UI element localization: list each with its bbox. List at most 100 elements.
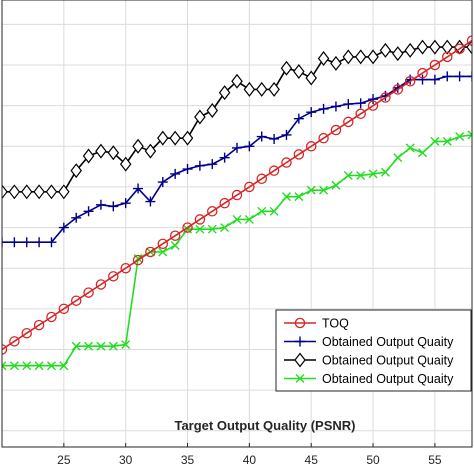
data-point-circle xyxy=(355,108,366,120)
data-point-x xyxy=(418,148,428,158)
data-point-x xyxy=(405,143,415,153)
data-point-plus xyxy=(83,206,94,217)
legend-marker xyxy=(295,374,305,383)
x-tick-label: 30 xyxy=(119,453,133,467)
data-point-diamond xyxy=(8,184,21,200)
data-point-circle xyxy=(392,84,404,95)
data-point-diamond xyxy=(392,46,404,62)
legend-label: Obtained Output Quaity xyxy=(322,354,454,368)
data-point-diamond xyxy=(70,163,82,179)
series-x xyxy=(2,130,472,371)
data-point-plus xyxy=(281,129,292,140)
data-point-x xyxy=(380,167,390,177)
data-point-diamond xyxy=(429,39,441,55)
data-point-diamond xyxy=(231,73,243,89)
legend-entry: Obtained Output Quaity xyxy=(284,335,454,349)
data-point-circle xyxy=(268,165,280,176)
data-point-diamond xyxy=(466,39,472,55)
plot-frame xyxy=(1,0,473,448)
data-point-plus xyxy=(467,71,472,82)
data-point-circle xyxy=(219,197,230,209)
legend-entry: TOQ xyxy=(284,317,349,331)
x-tick-label: 45 xyxy=(305,453,319,467)
data-point-x xyxy=(195,224,205,234)
data-point-diamond xyxy=(404,42,416,58)
data-point-circle xyxy=(293,149,305,160)
data-point-diamond xyxy=(107,145,120,161)
data-point-diamond xyxy=(144,143,157,159)
data-point-plus xyxy=(194,160,205,171)
data-point-x xyxy=(207,224,217,234)
legend: TOQ Obtained Output Quaity Obtained Output… xyxy=(275,309,472,392)
data-point-diamond xyxy=(367,49,379,65)
data-point-plus xyxy=(417,74,428,85)
data-point-x xyxy=(2,361,7,371)
data-point-x xyxy=(121,340,131,350)
data-point-circle xyxy=(207,206,218,217)
data-point-plus xyxy=(318,103,329,114)
data-point-diamond xyxy=(132,138,144,154)
data-point-x xyxy=(46,361,56,371)
grid xyxy=(2,0,472,447)
data-point-diamond xyxy=(58,184,70,200)
data-point-plus xyxy=(95,199,106,210)
data-point-x xyxy=(59,361,69,371)
data-point-plus xyxy=(454,71,465,82)
data-point-circle xyxy=(330,124,342,136)
data-point-circle xyxy=(194,214,206,225)
data-point-diamond xyxy=(169,130,181,146)
data-point-circle xyxy=(231,189,243,201)
data-point-plus xyxy=(269,133,280,144)
data-point-plus xyxy=(207,159,218,170)
data-point-diamond xyxy=(330,55,342,71)
x-tick-labels: 25 30 35 40 45 50 55 xyxy=(57,443,442,467)
data-point-diamond xyxy=(194,109,206,125)
data-point-x xyxy=(343,171,353,181)
data-point-plus xyxy=(232,142,242,153)
data-point-x xyxy=(170,240,180,250)
data-point-plus xyxy=(306,107,317,118)
data-point-x xyxy=(108,341,118,351)
data-point-x xyxy=(158,247,168,257)
data-point-circle xyxy=(244,181,255,193)
data-point-diamond xyxy=(293,64,305,80)
data-point-diamond xyxy=(95,143,107,159)
data-point-circle xyxy=(145,246,156,258)
data-point-diamond xyxy=(82,148,95,164)
data-point-plus xyxy=(330,101,341,112)
data-point-plus xyxy=(9,237,20,248)
data-point-diamond xyxy=(379,42,392,58)
data-point-x xyxy=(269,206,279,216)
data-point-diamond xyxy=(20,184,33,200)
data-point-circle xyxy=(120,262,131,274)
data-point-diamond xyxy=(342,49,355,65)
data-point-plus xyxy=(157,177,168,188)
data-point-x xyxy=(22,361,32,371)
data-point-diamond xyxy=(33,184,45,200)
data-point-x xyxy=(294,192,304,202)
data-point-circle xyxy=(157,238,169,250)
data-point-circle xyxy=(2,344,8,355)
data-point-circle xyxy=(169,230,181,241)
x-tick-label: 55 xyxy=(428,453,442,467)
data-point-circle xyxy=(367,100,379,111)
data-point-plus xyxy=(256,131,267,142)
data-point-plus xyxy=(170,168,181,179)
data-point-circle xyxy=(417,67,428,79)
legend-label: TOQ xyxy=(322,317,349,331)
data-point-diamond xyxy=(280,60,293,76)
data-point-plus xyxy=(355,98,366,109)
data-point-x xyxy=(71,341,81,351)
data-point-plus xyxy=(120,198,131,209)
data-point-plus xyxy=(219,152,230,163)
data-point-x xyxy=(467,130,472,140)
data-point-x xyxy=(232,214,242,224)
data-point-diamond xyxy=(45,184,58,200)
legend-items: TOQ Obtained Output Quaity Obtained Output… xyxy=(284,317,454,386)
data-point-plus xyxy=(2,237,7,248)
data-point-plus xyxy=(58,222,69,233)
data-point-x xyxy=(220,223,230,233)
data-point-circle xyxy=(70,295,82,306)
